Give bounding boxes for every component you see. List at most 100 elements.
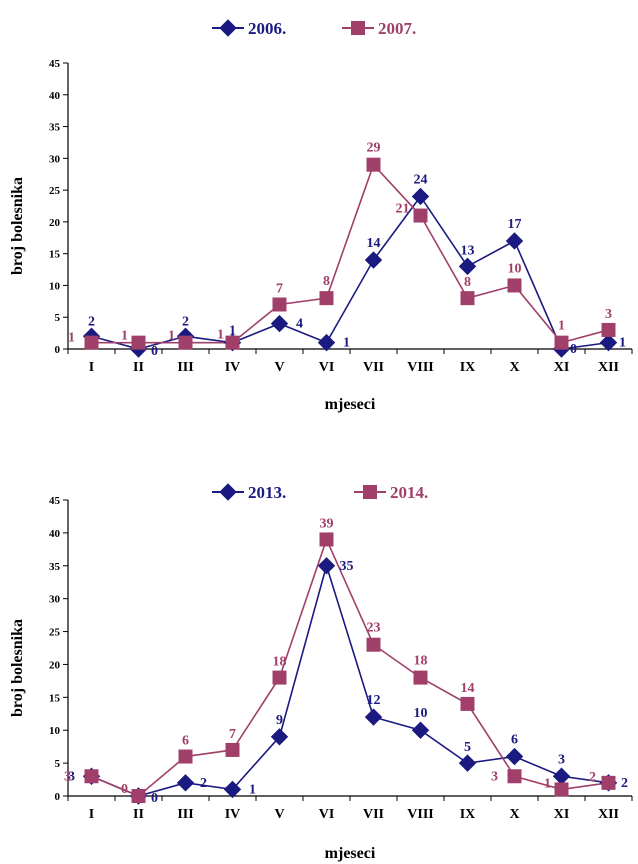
data-label: 1 bbox=[558, 319, 565, 334]
data-label: 1 bbox=[343, 336, 350, 351]
y-tick-label: 45 bbox=[49, 58, 61, 70]
data-label: 2 bbox=[182, 314, 189, 329]
x-tick-label: III bbox=[177, 360, 193, 375]
data-point bbox=[131, 789, 146, 803]
data-label: 17 bbox=[508, 217, 522, 232]
data-point bbox=[507, 278, 522, 293]
data-point bbox=[552, 767, 571, 785]
data-label: 1 bbox=[68, 331, 75, 346]
data-point bbox=[411, 721, 430, 739]
y-tick-label: 30 bbox=[49, 594, 61, 606]
x-tick-label: XII bbox=[598, 360, 619, 375]
data-label: 1 bbox=[544, 776, 551, 791]
data-point bbox=[272, 297, 287, 312]
data-point bbox=[270, 314, 289, 333]
data-label: 1 bbox=[217, 328, 224, 343]
series-line-2013 bbox=[91, 562, 609, 797]
series-line-2007 bbox=[91, 163, 609, 344]
x-tick-label: I bbox=[89, 360, 94, 375]
series-line-2006 bbox=[91, 195, 609, 350]
data-point bbox=[178, 335, 193, 350]
data-point bbox=[411, 187, 430, 206]
data-point bbox=[178, 749, 193, 764]
data-label: 10 bbox=[508, 261, 522, 276]
y-axis-title: broj bolesnika bbox=[9, 177, 26, 275]
y-tick-label: 25 bbox=[49, 185, 61, 197]
data-label: 0 bbox=[570, 342, 577, 357]
x-tick-label: III bbox=[177, 807, 193, 822]
data-point bbox=[413, 208, 428, 223]
data-point bbox=[270, 728, 289, 746]
legend-marker-1 bbox=[351, 21, 365, 35]
x-tick-label: VII bbox=[363, 360, 384, 375]
data-point bbox=[319, 291, 334, 306]
data-label: 1 bbox=[619, 336, 626, 351]
y-tick-label: 15 bbox=[49, 692, 61, 704]
x-tick-label: V bbox=[274, 360, 284, 375]
data-label: 23 bbox=[367, 621, 381, 636]
data-label: 2 bbox=[589, 770, 596, 785]
data-label: 24 bbox=[414, 172, 428, 187]
data-label: 3 bbox=[68, 769, 75, 784]
data-point bbox=[505, 232, 524, 250]
y-tick-label: 40 bbox=[49, 90, 61, 102]
data-point bbox=[317, 557, 336, 575]
data-label: 35 bbox=[340, 559, 354, 574]
data-point bbox=[84, 769, 99, 784]
data-label: 18 bbox=[414, 654, 428, 669]
y-axis-title: broj bolesnika bbox=[9, 619, 26, 717]
y-tick-label: 10 bbox=[49, 280, 61, 292]
data-label: 2 bbox=[621, 776, 628, 791]
data-label: 8 bbox=[323, 274, 330, 289]
series-line-2014 bbox=[91, 537, 609, 797]
y-tick-label: 20 bbox=[49, 659, 61, 671]
y-tick-label: 5 bbox=[55, 312, 61, 324]
data-point bbox=[601, 322, 616, 337]
y-tick-label: 20 bbox=[49, 217, 61, 229]
data-label: 14 bbox=[461, 681, 475, 696]
data-point bbox=[225, 742, 240, 757]
data-label: 10 bbox=[414, 706, 428, 721]
data-point bbox=[505, 747, 524, 766]
y-tick-label: 35 bbox=[49, 122, 61, 134]
x-tick-label: IX bbox=[460, 807, 476, 822]
y-tick-label: 40 bbox=[49, 528, 61, 540]
x-tick-label: XII bbox=[598, 807, 619, 822]
data-label: 2 bbox=[88, 314, 95, 329]
y-tick-label: 30 bbox=[49, 153, 61, 165]
data-point bbox=[131, 335, 146, 350]
data-label: 7 bbox=[229, 727, 236, 742]
y-tick-label: 0 bbox=[55, 791, 61, 803]
y-tick-label: 35 bbox=[49, 561, 61, 573]
data-label: 29 bbox=[367, 141, 381, 156]
legend-label-0: 2006. bbox=[248, 19, 286, 38]
data-label: 0 bbox=[151, 344, 158, 359]
x-axis-title: mjeseci bbox=[325, 396, 376, 413]
x-tick-label: XI bbox=[554, 807, 570, 822]
legend-marker-0 bbox=[219, 19, 237, 37]
data-point bbox=[507, 769, 522, 784]
data-point bbox=[84, 335, 99, 350]
data-point bbox=[319, 532, 334, 547]
x-tick-label: V bbox=[274, 807, 284, 822]
data-point bbox=[599, 333, 618, 352]
data-point bbox=[458, 257, 477, 276]
data-label: 14 bbox=[367, 236, 381, 251]
x-tick-label: I bbox=[89, 807, 94, 822]
x-tick-label: II bbox=[133, 807, 144, 822]
x-tick-label: VI bbox=[319, 807, 335, 822]
data-point bbox=[176, 774, 195, 792]
legend-label-1: 2014. bbox=[390, 483, 428, 502]
data-label: 4 bbox=[296, 317, 303, 332]
data-label: 3 bbox=[558, 752, 565, 767]
x-tick-label: VIII bbox=[407, 360, 433, 375]
data-point bbox=[460, 291, 475, 306]
legend-marker-0 bbox=[219, 483, 237, 501]
x-tick-label: VII bbox=[363, 807, 384, 822]
data-point bbox=[554, 782, 569, 797]
y-tick-label: 45 bbox=[49, 495, 61, 507]
x-tick-label: VI bbox=[319, 360, 335, 375]
